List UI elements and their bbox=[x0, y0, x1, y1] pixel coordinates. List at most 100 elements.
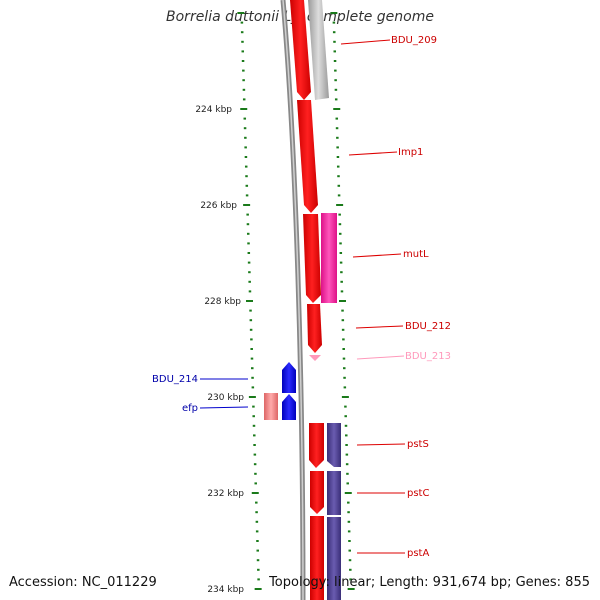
minor-tick bbox=[257, 578, 260, 581]
minor-tick bbox=[333, 50, 337, 53]
gene-psts-arrow[interactable] bbox=[309, 423, 324, 468]
gene-bdu-213-arrow[interactable] bbox=[309, 355, 321, 361]
minor-tick bbox=[333, 40, 336, 43]
gene-labels: BDU_209 Imp1 mutL BDU_212 BDU_213 BDU_21… bbox=[152, 35, 451, 559]
major-tick bbox=[240, 108, 248, 110]
minor-tick bbox=[333, 60, 337, 62]
minor-tick bbox=[341, 328, 345, 331]
gene-label-bdu-213[interactable]: BDU_213 bbox=[405, 351, 451, 362]
gene-imp1-arrow[interactable] bbox=[297, 100, 318, 213]
major-tick bbox=[339, 300, 346, 302]
minor-tick bbox=[241, 60, 245, 62]
gene-navy-3[interactable] bbox=[327, 517, 341, 600]
gene-label-imp1[interactable]: Imp1 bbox=[398, 147, 423, 158]
minor-tick bbox=[345, 444, 348, 446]
minor-tick bbox=[253, 463, 257, 466]
minor-tick bbox=[346, 472, 349, 475]
minor-tick bbox=[243, 127, 247, 130]
minor-tick bbox=[253, 444, 256, 446]
minor-tick bbox=[256, 549, 259, 552]
minor-tick bbox=[336, 136, 339, 139]
gene-salmon-block[interactable] bbox=[264, 393, 278, 420]
minor-tick bbox=[337, 175, 340, 178]
tick-label-228: 228 kbp bbox=[204, 297, 241, 307]
gene-track-strand-1 bbox=[290, 0, 324, 600]
major-tick bbox=[243, 204, 251, 206]
minor-tick bbox=[339, 242, 342, 245]
genome-summary-text: Topology: linear; Length: 931,674 bp; Ge… bbox=[269, 575, 590, 590]
major-tick bbox=[251, 492, 259, 494]
gene-efp-arrow[interactable] bbox=[282, 394, 296, 420]
gene-mutl-partner[interactable] bbox=[321, 213, 337, 303]
minor-tick bbox=[348, 540, 351, 542]
gene-bdu-209-arrow[interactable] bbox=[290, 0, 311, 100]
minor-tick bbox=[245, 184, 249, 187]
major-tick bbox=[333, 108, 341, 110]
minor-tick bbox=[332, 21, 336, 24]
axis-tick-labels: 224 kbp 226 kbp 228 kbp 230 kbp 232 kbp … bbox=[195, 105, 244, 595]
minor-tick bbox=[248, 280, 251, 283]
minor-tick bbox=[247, 242, 250, 245]
minor-tick bbox=[335, 117, 339, 120]
major-tick bbox=[336, 204, 344, 206]
minor-tick bbox=[249, 309, 252, 312]
minor-tick bbox=[252, 405, 255, 408]
minor-tick bbox=[242, 98, 246, 101]
minor-tick bbox=[256, 559, 260, 562]
minor-tick bbox=[334, 88, 338, 91]
minor-tick bbox=[348, 549, 351, 552]
gene-navy-2[interactable] bbox=[327, 471, 341, 515]
minor-tick bbox=[255, 501, 258, 504]
minor-tick bbox=[349, 578, 352, 581]
minor-tick bbox=[341, 319, 345, 322]
gene-bdu-212-arrow[interactable] bbox=[307, 304, 322, 353]
minor-tick bbox=[244, 156, 248, 158]
minor-tick bbox=[244, 165, 248, 168]
gene-label-psta[interactable]: pstA bbox=[407, 548, 429, 559]
minor-tick bbox=[240, 21, 244, 24]
minor-tick bbox=[348, 559, 352, 562]
gene-label-efp[interactable]: efp bbox=[182, 403, 198, 414]
minor-tick bbox=[332, 31, 336, 34]
minor-tick bbox=[345, 453, 349, 456]
gene-bdu-214-arrow[interactable] bbox=[282, 362, 296, 393]
minor-tick bbox=[336, 146, 339, 149]
minor-tick bbox=[344, 415, 347, 418]
minor-tick bbox=[257, 568, 260, 571]
minor-tick bbox=[336, 165, 340, 168]
minor-tick bbox=[240, 31, 244, 34]
minor-tick bbox=[340, 290, 344, 293]
minor-tick bbox=[248, 290, 252, 293]
minor-tick bbox=[242, 88, 246, 91]
minor-tick bbox=[252, 415, 255, 418]
major-tick bbox=[341, 396, 349, 398]
gene-navy-1[interactable] bbox=[327, 423, 341, 467]
tick-label-226: 226 kbp bbox=[200, 201, 237, 211]
minor-tick bbox=[246, 213, 249, 216]
gene-label-mutl[interactable]: mutL bbox=[403, 249, 429, 260]
minor-tick bbox=[335, 127, 339, 130]
minor-tick bbox=[244, 136, 247, 139]
gene-label-bdu-212[interactable]: BDU_212 bbox=[405, 321, 451, 332]
gene-pstc-arrow[interactable] bbox=[310, 471, 324, 514]
minor-tick bbox=[241, 50, 245, 53]
minor-tick bbox=[342, 348, 345, 350]
gene-label-pstc[interactable]: pstC bbox=[407, 488, 429, 499]
gene-label-bdu-214[interactable]: BDU_214 bbox=[152, 374, 198, 385]
minor-tick bbox=[241, 40, 244, 43]
gene-label-psts[interactable]: pstS bbox=[407, 439, 429, 450]
gene-label-bdu-209[interactable]: BDU_209 bbox=[391, 35, 437, 46]
minor-tick bbox=[250, 338, 253, 341]
minor-tick bbox=[342, 357, 346, 360]
minor-tick bbox=[346, 482, 349, 485]
major-tick bbox=[237, 12, 245, 14]
minor-tick bbox=[337, 184, 341, 187]
gene-psta-arrow[interactable] bbox=[310, 516, 324, 600]
minor-tick bbox=[340, 271, 343, 274]
gene-track-strand-2 bbox=[308, 0, 341, 600]
minor-tick bbox=[244, 146, 247, 149]
gene-mutl-arrow[interactable] bbox=[303, 214, 321, 303]
minor-tick bbox=[334, 79, 337, 82]
minor-tick bbox=[343, 367, 346, 370]
gene-grey-block[interactable] bbox=[308, 0, 329, 100]
